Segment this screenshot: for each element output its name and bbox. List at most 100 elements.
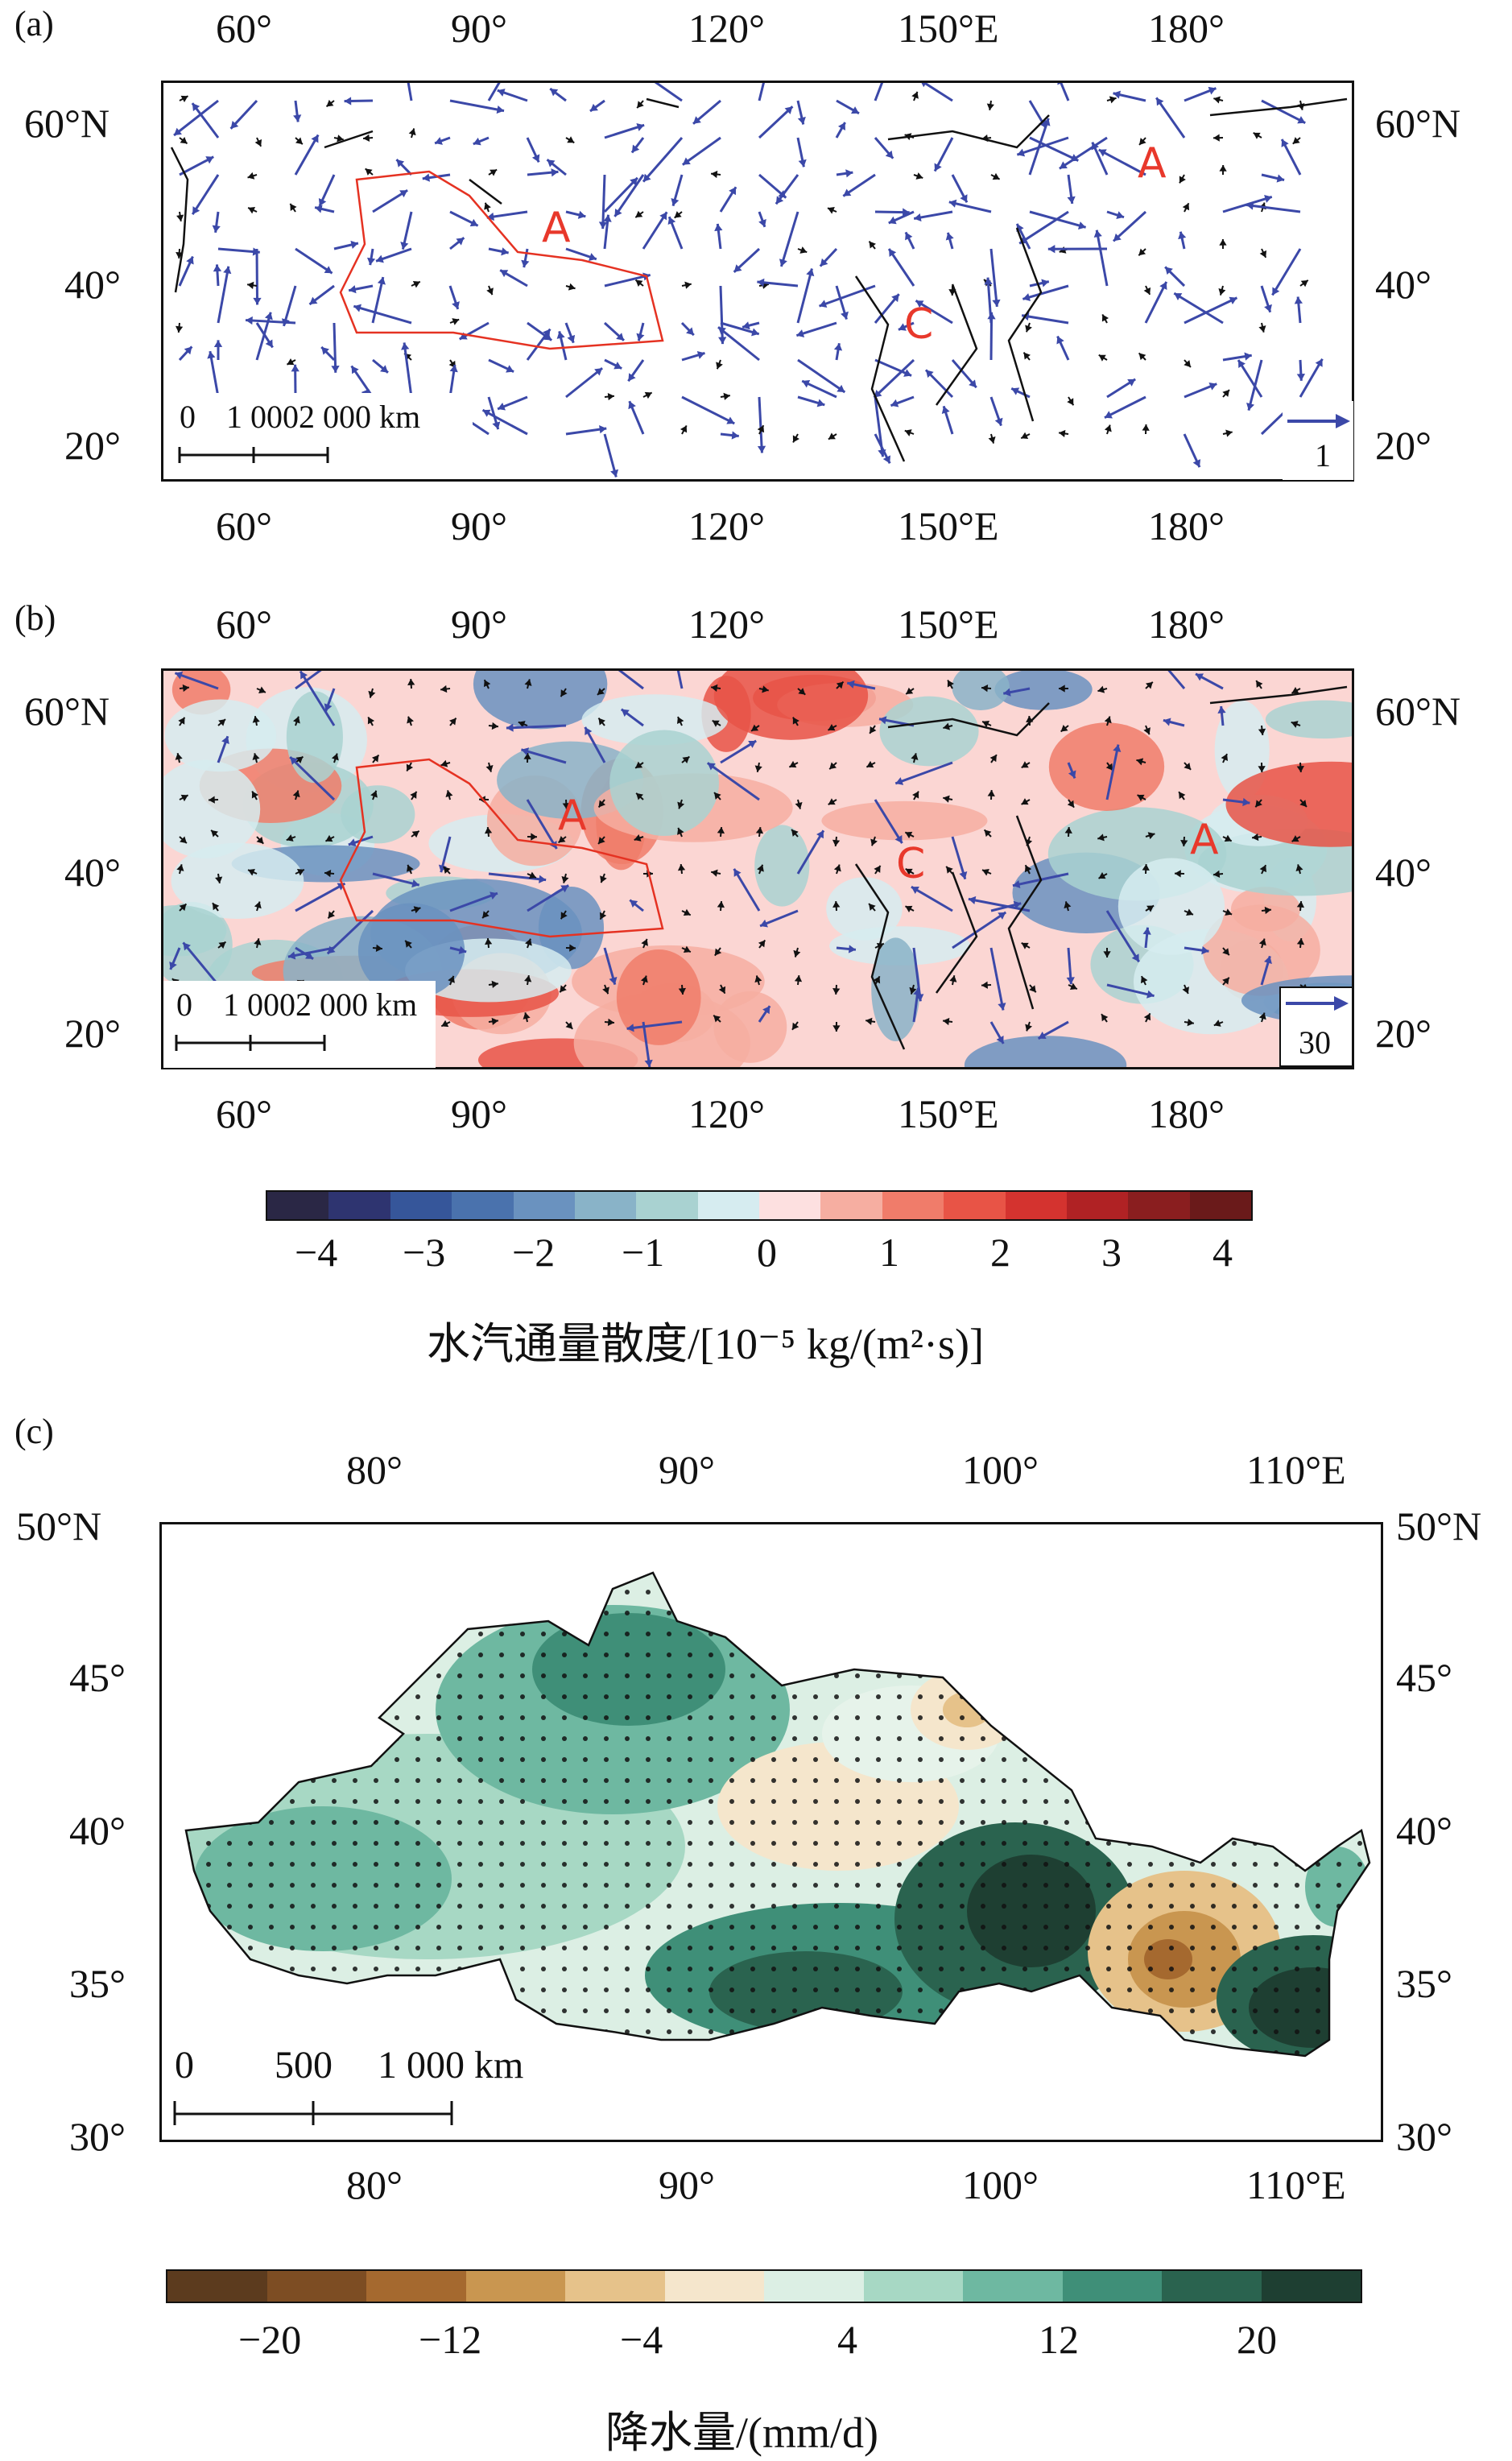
- vector-head: [207, 351, 216, 359]
- vector-shaft: [487, 83, 501, 101]
- vector-head: [621, 709, 630, 717]
- vector-head: [192, 206, 200, 215]
- panel-a-top-tick: 120°: [688, 6, 765, 51]
- vector-head: [1264, 304, 1272, 312]
- vector-head: [711, 684, 718, 692]
- colorbar-tick: −1: [622, 1230, 665, 1275]
- anticyclone-label: A: [1138, 139, 1167, 188]
- colorbar-swatch: [1189, 1192, 1251, 1219]
- vector-head: [350, 240, 358, 249]
- vector-head: [906, 687, 914, 694]
- vector-head: [820, 258, 828, 267]
- vector-head: [506, 365, 514, 373]
- reference-value: 30: [1299, 1024, 1331, 1061]
- vector-head: [1296, 938, 1305, 945]
- vector-head: [328, 911, 335, 919]
- vector-shaft: [874, 799, 903, 844]
- vector-head: [528, 871, 536, 879]
- vector-head: [945, 232, 954, 241]
- vector-head: [833, 864, 841, 872]
- panel-c-top-tick: 90°: [659, 1447, 715, 1492]
- vector-shaft: [372, 872, 420, 887]
- vector-head: [791, 1022, 799, 1030]
- vector-shaft: [326, 909, 374, 955]
- vector-head: [718, 986, 726, 994]
- colorbar-swatch: [267, 1192, 329, 1219]
- vector-shaft: [1016, 136, 1069, 156]
- vector-shaft: [719, 285, 725, 345]
- colorbar-swatch: [820, 1192, 882, 1219]
- panel-c-bottom-tick: 80°: [346, 2162, 403, 2207]
- vector-head: [295, 137, 303, 145]
- vector-shaft: [948, 201, 992, 213]
- vector-head: [757, 278, 765, 287]
- vector-shaft: [1271, 248, 1302, 296]
- vector-shaft: [706, 762, 760, 801]
- vector-head: [1300, 279, 1308, 287]
- scale-bar: 0 1 000 2 000 km: [163, 981, 436, 1068]
- vector-head: [1217, 706, 1226, 714]
- vector-head: [994, 417, 1003, 426]
- vector-head: [1253, 132, 1261, 139]
- vector-head: [865, 1017, 873, 1025]
- vector-head: [290, 203, 297, 211]
- anticyclone-label: A: [1190, 816, 1219, 864]
- vector-shaft: [733, 868, 761, 912]
- vector-head: [1246, 201, 1254, 210]
- colorbar-swatch: [452, 1192, 514, 1219]
- vector-head: [636, 123, 645, 131]
- vector-head: [1139, 138, 1146, 145]
- panel-a-left-tick: 40°: [64, 262, 121, 307]
- vector-head: [1098, 354, 1106, 362]
- vector-head: [1056, 336, 1064, 345]
- vector-head: [1146, 905, 1155, 912]
- vector-head: [718, 327, 726, 335]
- vector-head: [539, 875, 547, 883]
- vector-head: [1222, 948, 1229, 956]
- vector-head: [1029, 985, 1036, 993]
- vector-head: [789, 760, 797, 768]
- vector-head: [982, 720, 990, 728]
- vector-head: [407, 716, 414, 724]
- vector-head: [568, 283, 576, 291]
- vector-head: [607, 1018, 614, 1026]
- vector-head: [309, 296, 318, 304]
- vector-head: [456, 238, 465, 246]
- vector-head: [180, 95, 188, 102]
- vector-shaft: [1095, 230, 1109, 287]
- vector-head: [449, 364, 458, 373]
- vector-head: [1047, 245, 1056, 254]
- divergence-patch: [826, 877, 903, 941]
- divergence-patch: [171, 842, 304, 920]
- vector-head: [326, 99, 334, 107]
- vector-head: [837, 122, 845, 130]
- colorbar-precip-title: 降水量/(mm/d): [605, 2409, 878, 2457]
- vector-head: [1184, 763, 1192, 770]
- colorbar-swatch: [574, 1192, 637, 1219]
- panel-c-top-tick: 80°: [346, 1447, 403, 1492]
- panel-b-left-tick: 20°: [64, 1011, 121, 1056]
- vector-head: [1113, 90, 1122, 99]
- vector-head: [889, 249, 897, 258]
- vector-head: [1225, 429, 1233, 437]
- scale-line: [178, 447, 329, 463]
- vector-head: [659, 212, 667, 221]
- divergence-patch: [879, 696, 979, 767]
- vector-head: [1142, 927, 1151, 935]
- scale-label: 1 000 km: [378, 2044, 524, 2087]
- panel-a-right-tick: 40°: [1375, 262, 1431, 307]
- vector-head: [292, 790, 300, 798]
- vector-head: [1021, 761, 1029, 768]
- vector-head: [589, 253, 597, 261]
- vector-head: [793, 949, 801, 958]
- vector-shaft: [758, 105, 794, 139]
- vector-head: [816, 399, 825, 407]
- panel-b-top-tick: 120°: [688, 602, 765, 647]
- vector-head: [365, 168, 373, 176]
- vector-head: [751, 724, 759, 731]
- vector-head: [1291, 835, 1299, 842]
- vector-head: [1104, 716, 1112, 724]
- vector-shaft: [182, 941, 220, 986]
- vector-head: [866, 760, 874, 768]
- vector-head: [1163, 718, 1171, 726]
